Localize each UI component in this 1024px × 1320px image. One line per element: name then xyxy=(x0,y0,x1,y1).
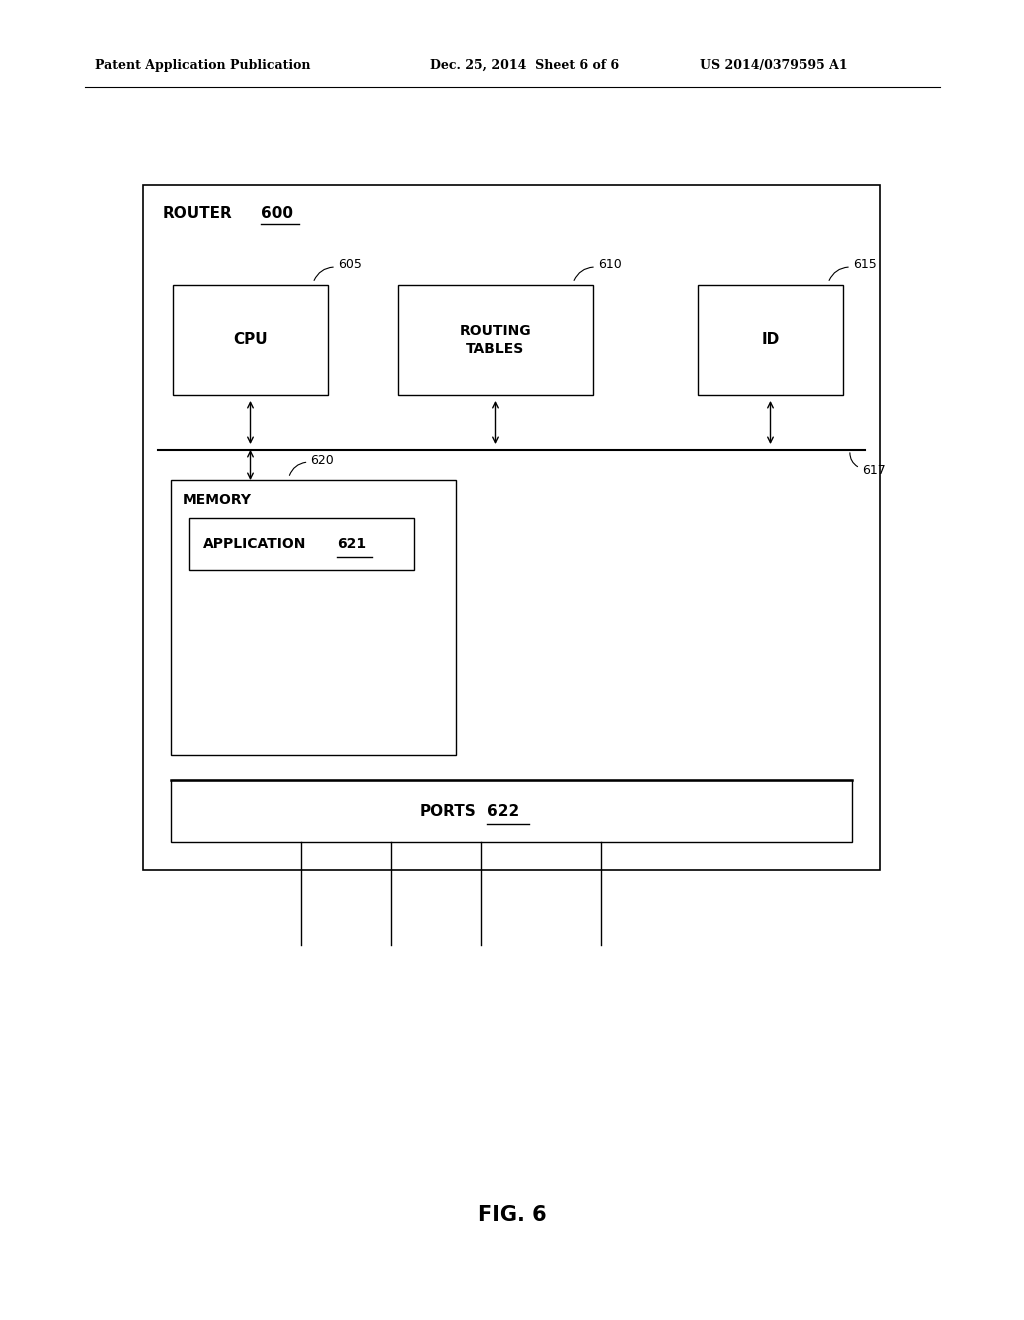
Bar xyxy=(171,780,852,842)
Text: Patent Application Publication: Patent Application Publication xyxy=(95,58,310,71)
Bar xyxy=(171,480,456,755)
Bar xyxy=(398,285,593,395)
Text: PORTS: PORTS xyxy=(420,804,476,818)
Text: ID: ID xyxy=(762,333,779,347)
Text: ROUTING
TABLES: ROUTING TABLES xyxy=(460,323,531,356)
Text: CPU: CPU xyxy=(233,333,268,347)
Text: 617: 617 xyxy=(862,463,886,477)
Text: 620: 620 xyxy=(310,454,334,466)
Bar xyxy=(143,185,880,870)
Text: 605: 605 xyxy=(338,259,361,272)
Text: APPLICATION: APPLICATION xyxy=(203,537,306,550)
Text: 621: 621 xyxy=(337,537,367,550)
Text: Dec. 25, 2014  Sheet 6 of 6: Dec. 25, 2014 Sheet 6 of 6 xyxy=(430,58,620,71)
Text: MEMORY: MEMORY xyxy=(183,492,252,507)
Text: 600: 600 xyxy=(261,206,293,220)
Bar xyxy=(189,517,414,570)
Text: 615: 615 xyxy=(853,259,877,272)
Bar xyxy=(173,285,328,395)
Text: US 2014/0379595 A1: US 2014/0379595 A1 xyxy=(700,58,848,71)
Bar xyxy=(698,285,843,395)
Text: 610: 610 xyxy=(598,259,622,272)
Text: 622: 622 xyxy=(486,804,519,818)
Text: FIG. 6: FIG. 6 xyxy=(477,1205,547,1225)
Text: ROUTER: ROUTER xyxy=(163,206,232,220)
